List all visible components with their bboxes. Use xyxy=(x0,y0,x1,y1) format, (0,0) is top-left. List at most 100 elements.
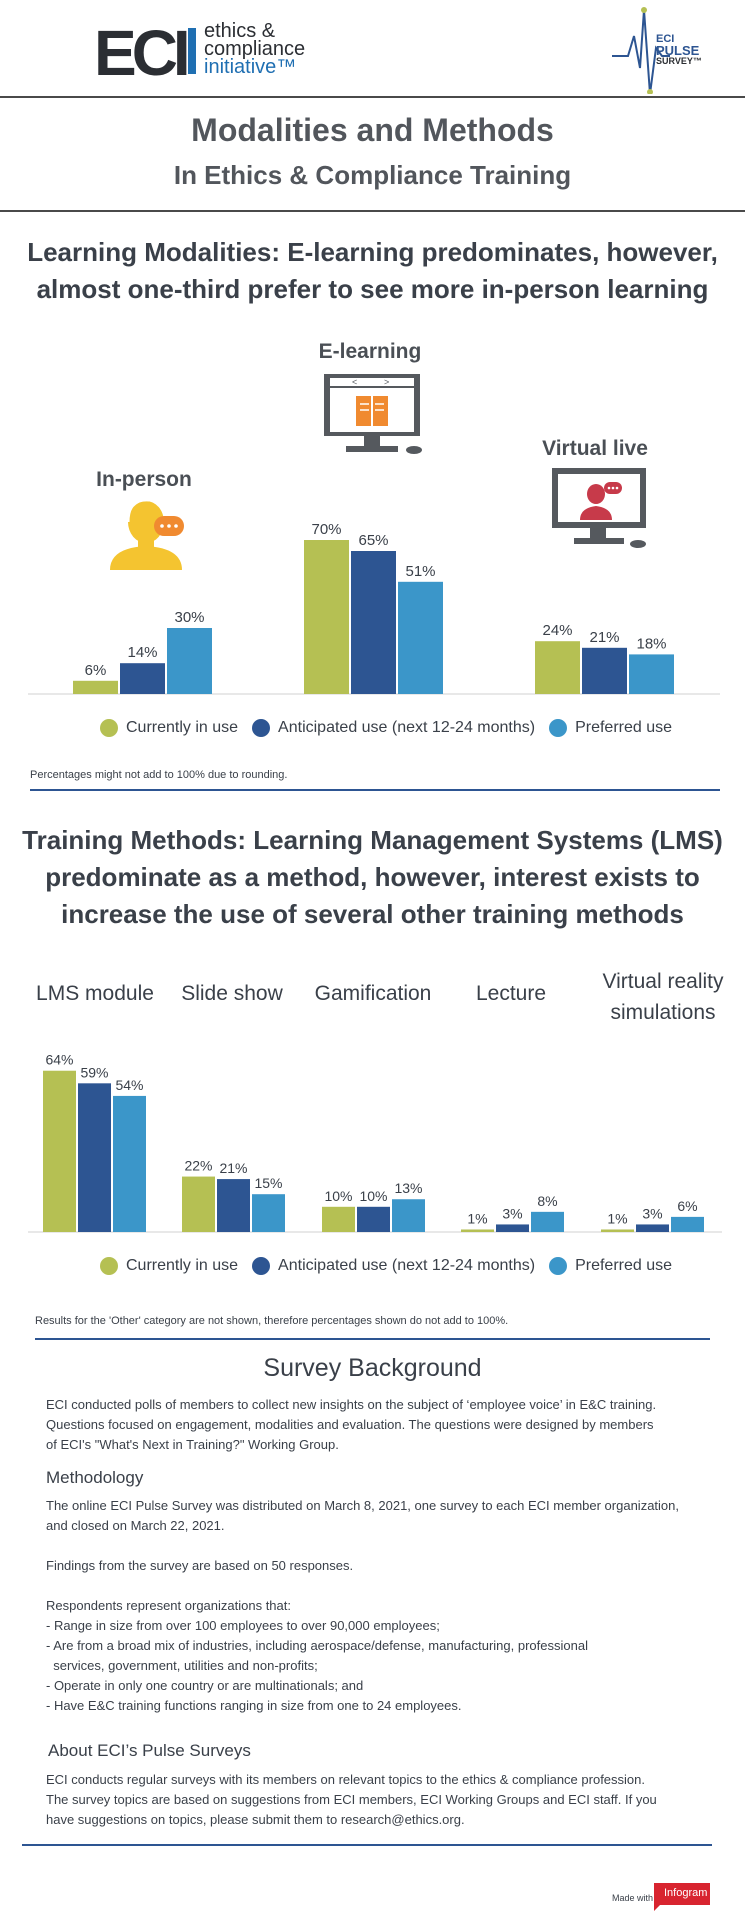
about-text: ECI conducts regular surveys with its me… xyxy=(46,1770,716,1830)
bar-preferred xyxy=(671,1216,704,1232)
legend2-preferred: Preferred use xyxy=(549,1257,672,1275)
eci-logo-bar xyxy=(188,28,196,74)
legend2-anticipated: Anticipated use (next 12-24 months) xyxy=(252,1257,535,1275)
made-with-label: Made with xyxy=(612,1893,654,1903)
methodology-line: and closed on March 22, 2021. xyxy=(46,1518,225,1533)
bar-value-label: 14% xyxy=(127,644,157,661)
bar-value-label: 51% xyxy=(405,563,435,580)
bar-value-label: 15% xyxy=(254,1175,282,1191)
bar-preferred xyxy=(398,581,443,694)
computer-book-icon: < > xyxy=(324,374,422,454)
about-line: ECI conducts regular surveys with its me… xyxy=(46,1772,645,1787)
chart2-cat-label-gamification: Gamification xyxy=(314,982,432,1005)
bar-value-label: 24% xyxy=(542,622,572,639)
pulse-survey-logo[interactable]: ECI PULSE SURVEY™ xyxy=(610,6,720,94)
methodology-line xyxy=(46,1536,716,1556)
legend-anticipated: Anticipated use (next 12-24 months) xyxy=(252,719,535,737)
bar-value-label: 22% xyxy=(184,1158,212,1174)
intro-line: ECI conducted polls of members to collec… xyxy=(46,1397,657,1412)
pulse-text-1: ECI xyxy=(656,33,675,45)
bar-anticipated xyxy=(496,1224,529,1232)
bar-current xyxy=(601,1229,634,1232)
bar-anticipated xyxy=(636,1224,669,1232)
eci-logo-text-3: initiative™ xyxy=(204,56,297,78)
chart2-cat-label-slide-show: Slide show xyxy=(181,982,283,1005)
chart1-legend: Currently in use Anticipated use (next 1… xyxy=(100,719,686,737)
chart2-cat-label-vr: Virtual reality simulations xyxy=(602,970,724,1024)
about-line: The survey topics are based on suggestio… xyxy=(46,1792,657,1807)
legend2-label-preferred: Preferred use xyxy=(575,1257,673,1274)
bar-value-label: 10% xyxy=(324,1188,352,1204)
infogram-brand: Infogram xyxy=(664,1887,708,1899)
bar-anticipated xyxy=(120,663,165,694)
bar-value-label: 3% xyxy=(502,1205,522,1221)
chart1-cat-label-e-learning: E-learning xyxy=(318,340,422,363)
page-title: Modalities and Methods xyxy=(191,112,554,148)
background-title: Survey Background xyxy=(263,1354,482,1382)
legend2-dot-current xyxy=(100,1257,118,1275)
chart1-cat-label-in-person: In-person xyxy=(96,468,192,491)
bar-anticipated xyxy=(351,551,396,694)
bar-anticipated xyxy=(357,1206,390,1232)
section2-divider xyxy=(35,1338,710,1340)
page-subtitle: In Ethics & Compliance Training xyxy=(173,160,572,190)
legend2-dot-preferred xyxy=(549,1257,568,1275)
legend-current: Currently in use xyxy=(100,719,238,737)
bar-preferred xyxy=(113,1095,146,1232)
chart2-cat-label-lecture: Lecture xyxy=(475,982,547,1005)
pulse-text-3: SURVEY™ xyxy=(656,56,702,66)
chart2-cat-label-lms: LMS module xyxy=(36,982,154,1005)
chart2-note: Results for the 'Other' category are not… xyxy=(35,1315,509,1327)
methodology-text: The online ECI Pulse Survey was distribu… xyxy=(46,1496,716,1716)
section2-title-line1: Training Methods: Learning Management Sy… xyxy=(22,825,723,855)
infogram-badge-icon xyxy=(654,1883,710,1911)
header-divider xyxy=(0,96,745,98)
bar-current xyxy=(182,1176,215,1232)
legend2-label-current: Currently in use xyxy=(126,1257,239,1274)
bar-value-label: 70% xyxy=(311,521,341,538)
section2-title-line3: increase the use of several other traini… xyxy=(61,899,684,929)
bar-value-label: 54% xyxy=(115,1077,143,1093)
legend2-label-anticipated: Anticipated use (next 12-24 months) xyxy=(278,1257,536,1274)
bar-anticipated xyxy=(217,1179,250,1232)
bar-current xyxy=(73,680,118,694)
made-with-infogram[interactable]: Made with Infogram xyxy=(600,1883,740,1911)
svg-text:<: < xyxy=(352,377,357,387)
svg-text:>: > xyxy=(384,377,389,387)
section1-title-line1: Learning Modalities: E-learning predomin… xyxy=(27,237,718,267)
legend-preferred: Preferred use xyxy=(549,719,672,737)
legend-label-anticipated: Anticipated use (next 12-24 months) xyxy=(278,719,536,736)
section1-title-line2: almost one-third prefer to see more in-p… xyxy=(36,274,709,304)
eci-logo-mark: ECI xyxy=(94,17,191,89)
bar-preferred xyxy=(167,628,212,694)
background-divider xyxy=(22,1844,712,1846)
bar-preferred xyxy=(392,1199,425,1232)
bar-preferred xyxy=(629,654,674,694)
modalities-bar-chart: 6% 14% 30% 70% 65% 51% 24% 21% 18% xyxy=(28,521,720,695)
methodology-line xyxy=(46,1576,716,1596)
bar-current xyxy=(304,540,349,694)
legend-dot-current xyxy=(100,719,118,737)
eci-logo[interactable]: ECI ethics & compliance initiative™ xyxy=(94,17,334,89)
bar-value-label: 21% xyxy=(219,1160,247,1176)
bar-anticipated xyxy=(78,1083,111,1232)
legend-label-preferred: Preferred use xyxy=(575,719,673,736)
pulse-text-2: PULSE xyxy=(656,43,700,58)
methodology-title: Methodology xyxy=(46,1468,144,1487)
section2-title: Training Methods: Learning Management Sy… xyxy=(0,822,745,933)
bar-value-label: 3% xyxy=(642,1205,662,1221)
eci-logo-text-1: ethics & xyxy=(204,20,276,42)
title-divider xyxy=(0,210,745,212)
section1-title: Learning Modalities: E-learning predomin… xyxy=(0,234,745,308)
bar-current xyxy=(322,1206,355,1232)
bar-value-label: 6% xyxy=(85,662,107,679)
about-line: have suggestions on topics, please submi… xyxy=(46,1812,465,1827)
methodology-line: The online ECI Pulse Survey was distribu… xyxy=(46,1498,679,1513)
legend-dot-anticipated xyxy=(252,719,271,737)
chart1-note: Percentages might not add to 100% due to… xyxy=(30,769,288,781)
background-intro: ECI conducted polls of members to collec… xyxy=(46,1395,716,1455)
methodology-line: - Have E&C training functions ranging in… xyxy=(46,1698,462,1713)
methodology-line: - Operate in only one country or are mul… xyxy=(46,1678,364,1693)
bar-value-label: 13% xyxy=(394,1180,422,1196)
person-headset-icon xyxy=(110,498,184,570)
